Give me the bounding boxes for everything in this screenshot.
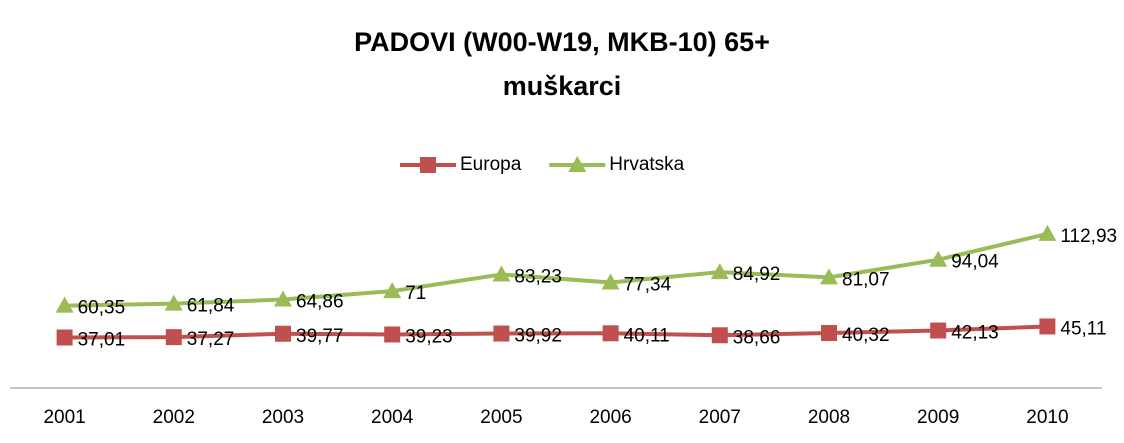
marker xyxy=(493,325,510,342)
marker xyxy=(1039,318,1056,335)
x-tick-label: 2003 xyxy=(262,407,304,428)
data-label: 38,66 xyxy=(733,327,781,348)
marker xyxy=(274,290,292,307)
data-label: 61,84 xyxy=(187,296,235,317)
marker xyxy=(601,273,620,290)
marker xyxy=(602,325,619,342)
marker xyxy=(568,156,587,172)
data-label: 77,34 xyxy=(624,275,672,296)
data-label: 83,23 xyxy=(514,266,562,287)
data-label: 60,35 xyxy=(78,298,126,319)
marker xyxy=(492,265,511,282)
chart-title: muškarci xyxy=(503,71,622,101)
data-label: 45,11 xyxy=(1060,318,1106,339)
x-tick-label: 2005 xyxy=(480,407,522,428)
marker xyxy=(56,329,73,346)
marker xyxy=(710,263,729,280)
data-label: 84,92 xyxy=(733,264,781,285)
data-label: 39,23 xyxy=(405,326,453,347)
data-label: 39,92 xyxy=(514,326,562,347)
series-line xyxy=(64,324,1048,340)
marker xyxy=(164,294,183,311)
data-label: 37,27 xyxy=(187,329,235,350)
marker xyxy=(711,327,728,344)
x-tick-label: 2001 xyxy=(43,407,85,428)
marker xyxy=(165,329,182,346)
x-tick-label: 2004 xyxy=(371,407,414,428)
data-label: 81,07 xyxy=(842,269,890,290)
marker xyxy=(930,322,947,339)
marker xyxy=(1038,224,1057,241)
data-label: 40,32 xyxy=(842,325,890,346)
marker xyxy=(384,326,401,343)
x-tick-label: 2009 xyxy=(917,407,959,428)
data-label: 37,01 xyxy=(78,330,126,351)
x-tick-label: 2010 xyxy=(1026,407,1068,428)
legend-label: Hrvatska xyxy=(609,154,684,175)
marker xyxy=(275,325,291,342)
legend-label: Europa xyxy=(460,154,522,175)
x-tick-label: 2007 xyxy=(699,407,741,428)
data-label: 112,93 xyxy=(1060,226,1117,247)
marker xyxy=(383,282,402,299)
data-label: 39,77 xyxy=(296,326,344,347)
series-line xyxy=(64,231,1048,308)
marker xyxy=(929,250,948,267)
data-label: 64,86 xyxy=(296,292,344,313)
marker xyxy=(55,296,74,313)
marker xyxy=(821,324,837,341)
marker xyxy=(820,268,838,285)
data-label: 40,11 xyxy=(624,325,670,346)
data-label: 94,04 xyxy=(951,252,999,273)
data-label: 42,13 xyxy=(951,323,999,344)
x-tick-label: 2002 xyxy=(153,407,195,428)
x-tick-label: 2006 xyxy=(589,407,631,428)
marker xyxy=(420,157,436,173)
data-label: 71 xyxy=(405,283,426,304)
chart-title: PADOVI (W00-W19, MKB-10) 65+ xyxy=(354,27,770,57)
x-tick-label: 2008 xyxy=(808,407,850,428)
